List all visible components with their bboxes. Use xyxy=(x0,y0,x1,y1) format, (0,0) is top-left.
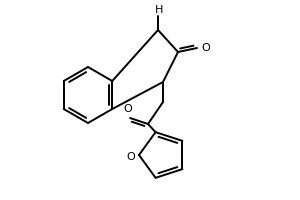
Text: O: O xyxy=(124,104,132,114)
Text: O: O xyxy=(126,152,135,162)
Text: H: H xyxy=(155,5,163,15)
Text: O: O xyxy=(201,43,210,53)
